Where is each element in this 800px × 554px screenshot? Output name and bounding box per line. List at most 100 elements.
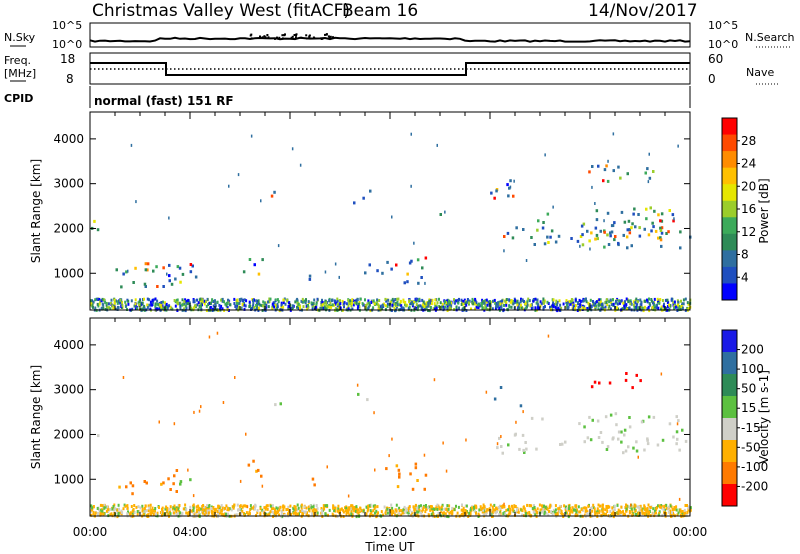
echo-cell: [160, 513, 163, 517]
echo-cell: [255, 304, 258, 307]
echo-cell: [102, 512, 105, 516]
x-tick-label: 00:00: [673, 525, 708, 539]
echo-cell: [201, 298, 204, 302]
colorbar-cell: [722, 330, 737, 353]
freq-tick-top: 18: [60, 52, 75, 66]
echo-cell: [561, 513, 564, 517]
echo-cell: [302, 305, 305, 309]
echo-cell: [107, 302, 110, 306]
echo-cell: [628, 231, 632, 235]
echo-cell: [542, 307, 545, 311]
echo-cell: [551, 512, 554, 516]
echo-cell: [630, 226, 633, 230]
echo-cell: [326, 305, 329, 309]
echo-cell: [176, 265, 180, 269]
echo-cell: [356, 298, 359, 302]
echo-cell: [415, 303, 418, 306]
echo-cell: [684, 297, 687, 301]
echo-cell: [209, 305, 212, 309]
echo-cell: [567, 306, 570, 310]
echo-cell: [294, 505, 297, 509]
echo-cell: [225, 512, 227, 516]
echo-cell: [355, 509, 357, 513]
echo-cell: [167, 512, 170, 516]
echo-cell: [424, 473, 428, 477]
echo-cell: [646, 508, 648, 512]
echo-cell: [652, 170, 655, 173]
echo-cell: [589, 298, 592, 302]
y-tick-label: 1000: [53, 266, 84, 280]
echo-cell: [464, 509, 467, 512]
echo-cell: [395, 464, 399, 468]
echo-cell: [650, 299, 653, 303]
echo-cell: [424, 510, 427, 514]
echo-cell: [530, 504, 533, 508]
echo-cell: [103, 506, 106, 510]
echo-cell: [245, 432, 247, 436]
echo-cell: [296, 512, 299, 516]
echo-cell: [260, 474, 263, 478]
velocity-colorbar-label: Velocity [m s-1]: [757, 370, 771, 464]
echo-cell: [599, 300, 602, 304]
echo-cell: [596, 237, 599, 241]
echo-cell: [292, 506, 295, 510]
echo-cell: [648, 309, 651, 313]
echo-cell: [650, 229, 653, 233]
echo-cell: [153, 509, 156, 513]
x-axis-ticks: 00:00 04:00 08:00 12:00 16:00 20:00 00:00: [73, 525, 708, 539]
echo-cell: [530, 416, 534, 420]
echo-cell: [520, 508, 523, 512]
echo-cell: [436, 301, 439, 305]
nsky-dot: [264, 36, 267, 39]
echo-cell: [389, 300, 392, 304]
echo-cell: [143, 282, 147, 286]
echo-cell: [347, 494, 350, 498]
echo-cell: [175, 510, 178, 514]
echo-cell: [639, 379, 642, 383]
echo-cell: [197, 301, 200, 305]
echo-cell: [620, 505, 623, 509]
echo-cell: [148, 298, 151, 302]
echo-cell: [118, 300, 120, 304]
echo-cell: [347, 508, 350, 512]
echo-cell: [245, 504, 248, 508]
echo-cell: [158, 307, 161, 311]
echo-cell: [582, 506, 585, 510]
echo-cell: [203, 299, 206, 303]
echo-cell: [610, 301, 613, 305]
echo-cell: [166, 306, 169, 310]
echo-cell: [652, 225, 655, 229]
echo-cell: [608, 381, 612, 385]
echo-cell: [162, 266, 165, 270]
echo-cell: [622, 307, 625, 311]
echo-cell: [423, 487, 426, 491]
freq-label: Freq.: [4, 54, 31, 67]
echo-cell: [361, 302, 364, 306]
echo-cell: [109, 507, 112, 511]
echo-cell: [460, 298, 463, 302]
echo-cell: [373, 513, 376, 517]
echo-cell: [107, 306, 110, 310]
echo-cell: [374, 511, 376, 515]
echo-cell: [152, 512, 155, 516]
echo-cell: [386, 260, 389, 264]
echo-cell: [146, 262, 150, 266]
echo-cell: [137, 505, 140, 509]
echo-cell: [211, 298, 214, 302]
echo-cell: [462, 302, 465, 306]
echo-cell: [643, 448, 646, 452]
echo-cell: [237, 508, 239, 512]
echo-cell: [553, 510, 556, 514]
echo-cell: [630, 244, 633, 248]
echo-cell: [285, 508, 288, 512]
echo-cell: [248, 302, 251, 306]
colorbar-cell: [722, 217, 737, 235]
echo-cell: [337, 507, 340, 511]
echo-cell: [181, 272, 185, 276]
echo-cell: [315, 504, 318, 507]
echo-cell: [612, 224, 615, 227]
echo-cell: [578, 510, 581, 514]
echo-cell: [567, 515, 570, 519]
echo-cell: [646, 307, 649, 311]
echo-cell: [407, 512, 410, 516]
